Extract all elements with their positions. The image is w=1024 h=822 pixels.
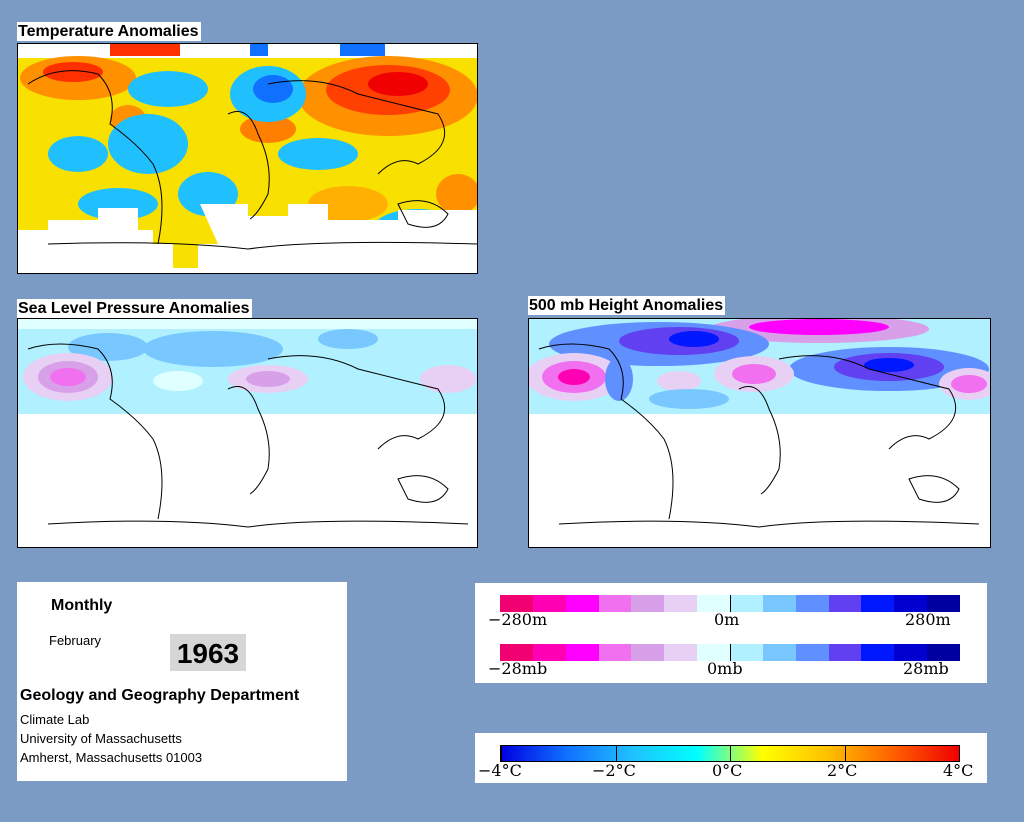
height-colorbar-segment <box>631 595 665 612</box>
temperature-colorbar-tick <box>501 746 502 761</box>
height-colorbar-segment <box>664 595 698 612</box>
height-colorbar-segment <box>697 595 731 612</box>
temperature-colorbar <box>500 745 960 762</box>
temperature-colorbar-tick <box>730 746 731 761</box>
height-colorbar-segment <box>795 595 829 612</box>
temperature-colorbar-tick <box>844 746 846 761</box>
pressure-colorbar-segment <box>762 644 796 661</box>
height-colorbar-segment <box>730 595 763 612</box>
pressure-max-label: 28mb <box>903 659 949 678</box>
height-colorbar-segment <box>565 595 599 612</box>
temperature-legend: −4°C −2°C 0°C 2°C 4°C <box>475 733 987 783</box>
height-colorbar-segment <box>927 595 961 612</box>
height-colorbar-zero-tick <box>730 595 731 612</box>
pressure-mid-label: 0mb <box>707 659 743 678</box>
height-pressure-legend: −280m 0m 280m −28mb 0mb 28mb <box>475 583 987 683</box>
lab-label: Climate Lab <box>20 712 90 727</box>
address-label: Amherst, Massachusetts 01003 <box>20 750 203 765</box>
pressure-colorbar-segment <box>598 644 632 661</box>
height-colorbar-segment <box>828 595 862 612</box>
height-colorbar-segment <box>861 595 895 612</box>
temperature-anomaly-map <box>17 43 478 274</box>
temp-label-minus2: −2°C <box>592 761 636 780</box>
temperature-colorbar-tick <box>959 746 960 761</box>
pressure-colorbar-segment <box>730 644 763 661</box>
info-box: Monthly February 1963 Geology and Geogra… <box>17 582 347 781</box>
pressure-colorbar-segment <box>664 644 698 661</box>
height-500mb-map <box>528 318 991 548</box>
temperature-colorbar-tick <box>615 746 617 761</box>
department-label: Geology and Geography Department <box>20 687 300 704</box>
pressure-colorbar-segment <box>500 644 533 661</box>
pressure-colorbar-segment <box>532 644 566 661</box>
pressure-colorbar-segment <box>565 644 599 661</box>
pressure-min-label: −28mb <box>488 659 548 678</box>
pressure-colorbar-zero-tick <box>730 644 731 661</box>
period-label: Monthly <box>51 597 113 614</box>
pressure-colorbar-segment <box>631 644 665 661</box>
height500-map-title: 500 mb Height Anomalies <box>528 296 726 315</box>
pressure-colorbar-segment <box>697 644 731 661</box>
slp-map-title: Sea Level Pressure Anomalies <box>17 299 252 318</box>
temp-label-minus4: −4°C <box>478 761 522 780</box>
temperature-map-title: Temperature Anomalies <box>17 22 201 41</box>
temp-label-0: 0°C <box>712 761 743 780</box>
temp-label-2: 2°C <box>827 761 858 780</box>
height-mid-label: 0m <box>714 610 740 629</box>
height-colorbar-segment <box>762 595 796 612</box>
sea-level-pressure-map <box>17 318 478 548</box>
pressure-colorbar <box>500 644 961 661</box>
height-colorbar-segment <box>894 595 928 612</box>
pressure-colorbar-segment <box>927 644 961 661</box>
height-colorbar-segment <box>598 595 632 612</box>
temp-label-4: 4°C <box>943 761 974 780</box>
pressure-colorbar-segment <box>795 644 829 661</box>
pressure-colorbar-segment <box>894 644 928 661</box>
height-colorbar-segment <box>532 595 566 612</box>
height-colorbar <box>500 595 961 612</box>
year-label: 1963 <box>170 634 246 671</box>
height-colorbar-segment <box>500 595 533 612</box>
pressure-colorbar-segment <box>828 644 862 661</box>
university-label: University of Massachusetts <box>20 731 182 746</box>
pressure-colorbar-segment <box>861 644 895 661</box>
month-label: February <box>49 633 102 648</box>
height-min-label: −280m <box>488 610 548 629</box>
height-max-label: 280m <box>905 610 951 629</box>
